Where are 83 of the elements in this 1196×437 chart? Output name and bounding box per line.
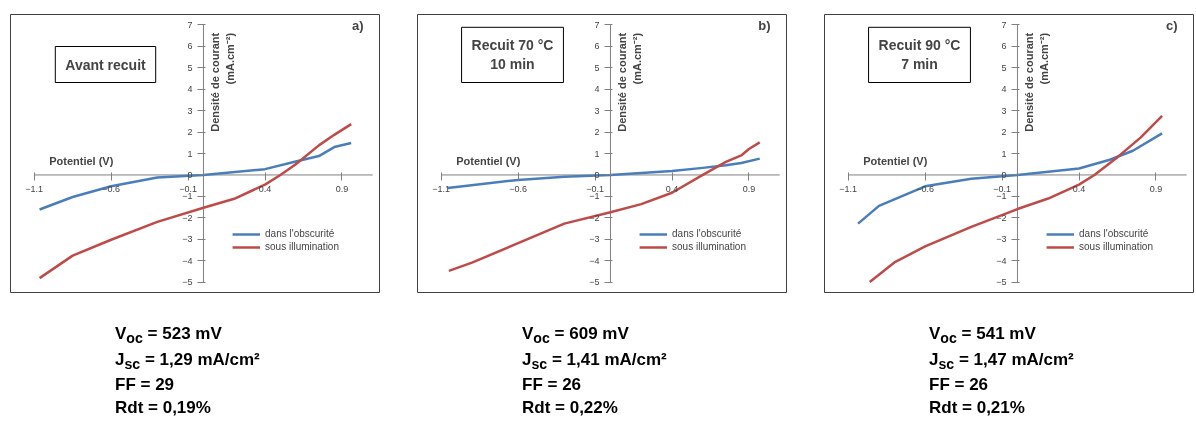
y-tick-label: 0	[1001, 169, 1007, 180]
x-tick-label: 0.4	[665, 183, 679, 194]
legend-label: dans l'obscurité	[265, 228, 335, 239]
y-tick-label: −4	[589, 255, 600, 266]
y-tick-label: 5	[1001, 62, 1007, 73]
y-tick-label: 0	[594, 169, 600, 180]
y-tick-label: 6	[1001, 41, 1007, 52]
annotation: b)	[758, 17, 771, 33]
x-tick-label: −0.1	[586, 183, 604, 194]
x-tick-label: −1.1	[839, 183, 858, 194]
legend-label: sous illumination	[265, 241, 339, 252]
y-tick-label: 7	[187, 19, 193, 30]
y-axis-title: Densité de courant (mA.cm⁻²)	[209, 32, 236, 132]
y-tick-label: −4	[996, 255, 1007, 266]
legend-label: dans l'obscurité	[672, 228, 742, 239]
y-tick-label: 1	[187, 148, 193, 159]
text: Rdt = 0,22%	[522, 397, 618, 417]
y-tick-label: 5	[187, 62, 193, 73]
y-tick-label: 1	[1001, 148, 1007, 159]
text: Recuit 70 °C 10 min	[471, 37, 554, 73]
y-tick-label: 2	[1001, 127, 1007, 138]
x-tick-label: 0.9	[742, 183, 756, 194]
y-tick-label: −4	[182, 255, 193, 266]
y-tick-label: 7	[1001, 19, 1007, 30]
y-tick-label: 4	[594, 84, 600, 95]
x-tick-label: 0.9	[1149, 183, 1163, 194]
x-tick-label: −0.6	[509, 183, 528, 194]
y-tick-label: 6	[187, 41, 193, 52]
annotation: a)	[351, 17, 364, 33]
y-tick-label: −3	[996, 234, 1007, 245]
x-tick-label: 0.9	[335, 183, 349, 194]
y-tick-label: 4	[1001, 84, 1007, 95]
y-tick-label: −1	[589, 191, 600, 202]
y-tick-label: −3	[589, 234, 600, 245]
text: Rdt = 0,21%	[929, 397, 1025, 417]
y-tick-label: 0	[187, 169, 193, 180]
text: FF = 26	[929, 375, 989, 395]
y-tick-label: 7	[594, 19, 600, 30]
text: Avant recuit	[65, 56, 147, 73]
legend-label: sous illumination	[672, 241, 746, 252]
y-tick-label: −2	[182, 212, 193, 223]
x-tick-label: −0.6	[102, 183, 121, 194]
x-tick-label: −1.1	[25, 183, 44, 194]
x-axis-title: Potentiel (V)	[49, 154, 114, 167]
x-axis-title: Potentiel (V)	[863, 154, 928, 167]
y-tick-label: −1	[996, 191, 1007, 202]
y-tick-label: −3	[182, 234, 193, 245]
x-axis-title: Potentiel (V)	[456, 154, 521, 167]
text: Rdt = 0,19%	[115, 397, 211, 417]
text: J$_{sc}$ = 1,47 mA/cm²	[929, 349, 1074, 372]
text: V$_{oc}$ = 523 mV	[115, 324, 222, 347]
annotation: c)	[1165, 17, 1178, 33]
text: V$_{oc}$ = 609 mV	[522, 324, 629, 347]
y-tick-label: 6	[594, 41, 600, 52]
y-tick-label: −5	[182, 277, 193, 288]
y-tick-label: 3	[187, 105, 193, 116]
y-tick-label: 4	[187, 84, 193, 95]
text: J$_{sc}$ = 1,29 mA/cm²	[115, 349, 260, 372]
text: FF = 29	[115, 375, 175, 395]
y-tick-label: 5	[594, 62, 600, 73]
x-tick-label: −0.1	[993, 183, 1011, 194]
legend-label: sous illumination	[1079, 241, 1153, 252]
x-tick-label: −0.6	[916, 183, 935, 194]
legend-label: dans l'obscurité	[1079, 228, 1149, 239]
x-tick-label: 0.4	[1072, 183, 1086, 194]
x-tick-label: 0.4	[258, 183, 272, 194]
y-tick-label: 2	[187, 127, 193, 138]
y-tick-label: −5	[996, 277, 1007, 288]
y-tick-label: 3	[1001, 105, 1007, 116]
text: J$_{sc}$ = 1,41 mA/cm²	[522, 349, 667, 372]
text: V$_{oc}$ = 541 mV	[929, 324, 1036, 347]
x-tick-label: −1.1	[432, 183, 451, 194]
y-tick-label: 1	[594, 148, 600, 159]
text: Recuit 90 °C 7 min	[878, 37, 961, 73]
y-tick-label: 2	[594, 127, 600, 138]
text: FF = 26	[522, 375, 582, 395]
y-tick-label: −1	[182, 191, 193, 202]
y-tick-label: −5	[589, 277, 600, 288]
x-tick-label: −0.1	[179, 183, 197, 194]
y-tick-label: −2	[996, 212, 1007, 223]
y-axis-title: Densité de courant (mA.cm⁻²)	[616, 32, 643, 132]
y-axis-title: Densité de courant (mA.cm⁻²)	[1023, 32, 1050, 132]
y-tick-label: 3	[594, 105, 600, 116]
